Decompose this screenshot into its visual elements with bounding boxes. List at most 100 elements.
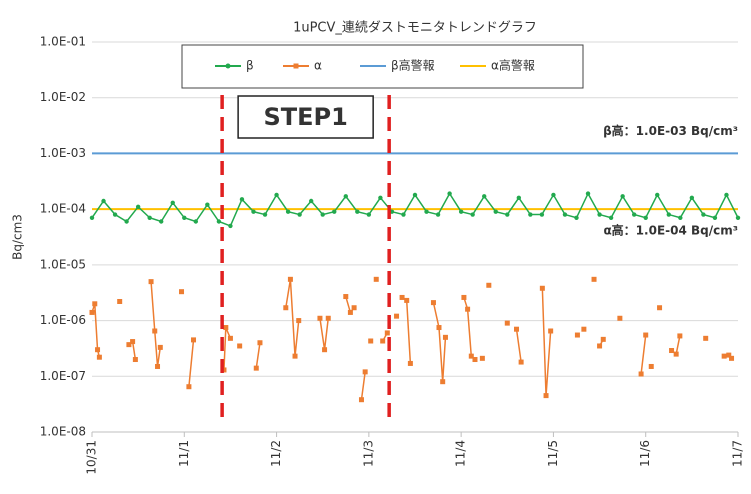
point	[378, 195, 383, 200]
y-tick-label: 1.0E-05	[40, 257, 86, 271]
point	[287, 276, 293, 282]
point	[228, 223, 233, 229]
point	[600, 336, 606, 342]
point	[285, 209, 291, 214]
point	[186, 384, 192, 390]
point	[135, 204, 141, 210]
point	[712, 215, 718, 220]
point	[124, 219, 129, 224]
point	[152, 328, 158, 334]
point	[355, 209, 360, 214]
x-tick-label: 11/5	[546, 440, 560, 467]
point	[308, 198, 314, 204]
point	[514, 326, 520, 332]
point	[539, 212, 545, 217]
point	[262, 212, 268, 217]
point	[591, 276, 597, 282]
point	[205, 202, 210, 207]
point	[677, 333, 683, 339]
point	[435, 212, 441, 217]
point	[597, 343, 603, 349]
point	[482, 194, 487, 199]
point	[666, 212, 671, 217]
point	[724, 192, 729, 198]
point	[292, 353, 298, 359]
point	[440, 379, 446, 385]
point	[320, 212, 325, 217]
point	[528, 212, 533, 217]
point	[126, 342, 132, 348]
point	[620, 194, 625, 199]
step-box	[237, 95, 374, 139]
legend-label: β	[246, 59, 254, 73]
point	[130, 339, 136, 345]
threshold-annotation: α高：1.0E-04 Bq/cm³	[603, 223, 738, 238]
point	[678, 215, 683, 220]
point	[638, 371, 644, 377]
point	[574, 215, 579, 220]
point	[283, 305, 289, 311]
legend-marker	[293, 63, 299, 69]
point	[227, 335, 233, 341]
point	[373, 276, 379, 282]
point	[296, 318, 302, 324]
point	[585, 191, 591, 196]
step-label: STEP1	[263, 103, 347, 131]
point	[132, 357, 138, 363]
point	[401, 212, 406, 217]
point	[366, 212, 372, 217]
point	[643, 332, 649, 338]
point	[368, 338, 374, 344]
point	[347, 309, 353, 315]
point	[617, 315, 623, 321]
point	[253, 365, 259, 371]
point	[548, 328, 554, 334]
point	[89, 309, 95, 315]
point	[216, 219, 222, 224]
point	[191, 337, 197, 343]
point	[543, 393, 549, 399]
point	[332, 209, 337, 214]
point	[701, 212, 706, 217]
chart-title: 1uPCV_連続ダストモニタトレンドグラフ	[293, 21, 537, 36]
point	[479, 355, 485, 361]
point	[493, 209, 498, 214]
point	[424, 209, 429, 214]
legend-label: α高警報	[491, 58, 535, 73]
x-tick-label: 11/3	[361, 440, 375, 467]
point	[351, 305, 357, 311]
x-tick-label: 11/6	[638, 440, 652, 467]
point	[343, 194, 348, 199]
point	[539, 285, 545, 291]
point	[297, 212, 302, 217]
point	[101, 198, 106, 204]
point	[505, 212, 510, 217]
point	[468, 353, 474, 359]
point	[179, 289, 185, 295]
point	[155, 363, 161, 369]
point	[689, 195, 695, 200]
point	[472, 357, 478, 363]
point	[436, 325, 442, 331]
legend-label: α	[314, 59, 322, 73]
y-tick-label: 1.0E-04	[40, 202, 86, 216]
point	[657, 305, 663, 311]
point	[96, 354, 102, 360]
point	[669, 348, 675, 354]
point	[735, 215, 741, 220]
point	[442, 334, 448, 340]
point	[358, 397, 364, 403]
point	[95, 347, 101, 353]
point	[404, 297, 410, 303]
x-tick-label: 11/7	[731, 440, 745, 467]
series-line	[91, 279, 733, 400]
x-tick-label: 10/31	[85, 440, 99, 475]
point	[182, 215, 187, 220]
point	[170, 200, 175, 205]
x-tick-label: 11/2	[269, 440, 283, 467]
point	[407, 360, 413, 366]
point	[461, 294, 467, 300]
point	[92, 301, 98, 307]
point	[412, 192, 418, 198]
